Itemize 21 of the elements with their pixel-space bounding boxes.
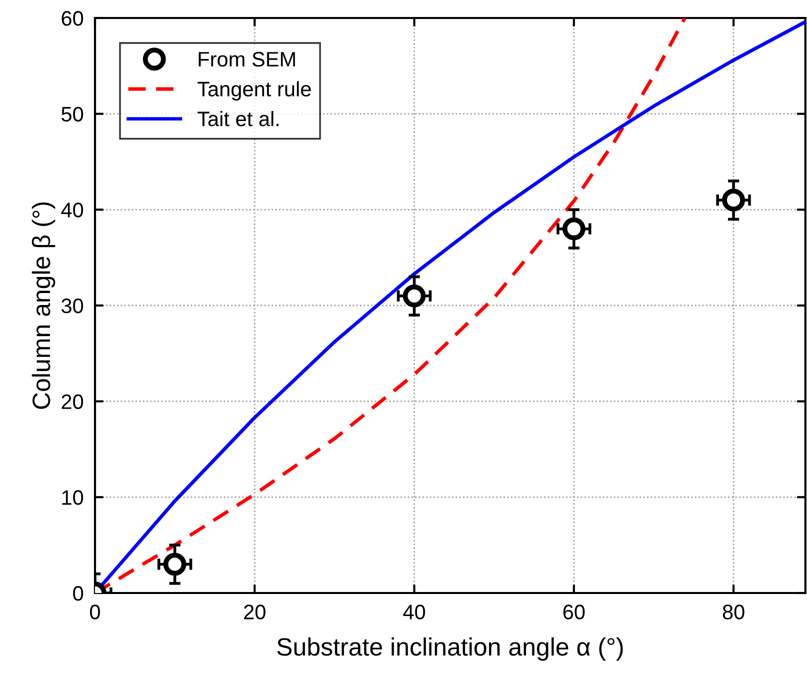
x-tick-label: 60 bbox=[563, 604, 585, 620]
y-tick-label: 40 bbox=[61, 202, 84, 218]
x-tick-label: 20 bbox=[244, 604, 266, 620]
y-tick-label: 0 bbox=[73, 586, 84, 601]
y-tick-label: 60 bbox=[62, 11, 84, 26]
x-tick-label: 80 bbox=[722, 604, 744, 620]
y-tick-label: 20 bbox=[62, 394, 84, 410]
legend-label: Tangent rule bbox=[198, 81, 311, 101]
x-tick-label: 40 bbox=[403, 604, 426, 620]
legend-label: Tait et al. bbox=[198, 111, 279, 126]
point bbox=[722, 188, 746, 212]
y-tick-label: 30 bbox=[62, 298, 84, 314]
y-axis-title: Column angle β (°) bbox=[32, 202, 56, 409]
point bbox=[402, 284, 426, 308]
point bbox=[562, 217, 586, 240]
x-tick-label: 0 bbox=[90, 604, 100, 620]
y-tick-label: 50 bbox=[62, 106, 84, 122]
y-tick-label: 10 bbox=[62, 490, 84, 505]
point bbox=[163, 552, 186, 576]
x-axis-title: Substrate inclination angle α (°) bbox=[277, 637, 623, 661]
legend-label: From SEM bbox=[198, 52, 295, 67]
